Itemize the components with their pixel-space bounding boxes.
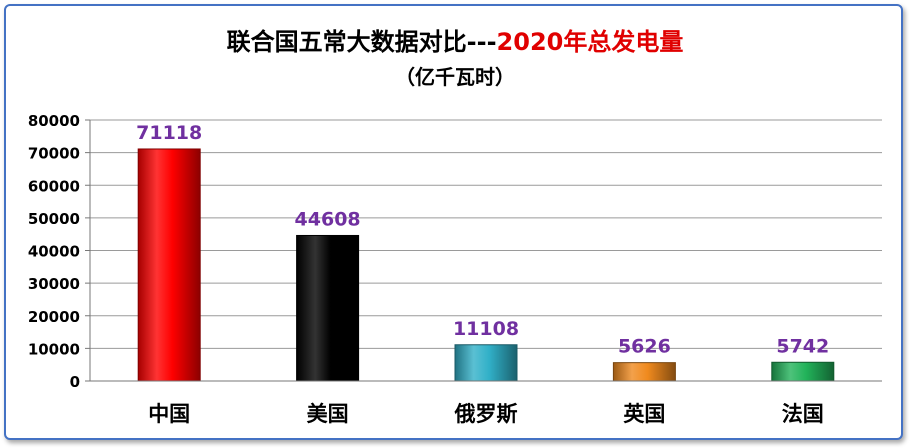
data-label: 71118	[136, 122, 202, 144]
chart-title-highlight: 2020年总发电量	[497, 28, 684, 56]
y-tick-label: 40000	[28, 243, 80, 261]
y-tick-label: 70000	[28, 145, 80, 163]
bar	[296, 234, 360, 382]
x-axis: 中国 美国 俄罗斯 英国 法国	[90, 380, 882, 426]
x-tick-label: 美国	[307, 402, 349, 426]
y-tick-label: 80000	[28, 112, 80, 130]
x-tick-label: 俄罗斯	[454, 402, 518, 426]
chart-subtitle: （亿千瓦时）	[395, 65, 515, 89]
bars	[137, 148, 835, 382]
data-label: 44608	[295, 208, 361, 230]
y-axis: 0 10000 20000 30000 40000 50000 60000 70000 8000…	[28, 112, 91, 391]
value-labels: 71118 44608 11108 5626 5742	[136, 122, 829, 358]
bar	[771, 361, 835, 382]
y-tick-label: 20000	[28, 308, 80, 326]
bar	[137, 148, 201, 382]
chart-title: 联合国五常大数据对比---2020年总发电量	[227, 28, 684, 56]
x-tick-label: 英国	[623, 402, 665, 426]
y-tick-label: 0	[70, 373, 80, 391]
x-tick-label: 中国	[148, 402, 190, 426]
data-label: 5742	[776, 335, 829, 357]
grid-lines	[90, 119, 882, 349]
y-tick-label: 50000	[28, 210, 80, 228]
y-tick-label: 10000	[28, 340, 80, 358]
bar	[612, 362, 676, 382]
y-tick-label: 30000	[28, 275, 80, 293]
data-label: 5626	[618, 336, 671, 358]
x-tick-label: 法国	[782, 402, 824, 426]
y-tick-label: 60000	[28, 177, 80, 195]
chart-title-main: 联合国五常大数据对比---	[227, 28, 497, 56]
bar	[454, 344, 518, 382]
data-label: 11108	[453, 318, 519, 340]
